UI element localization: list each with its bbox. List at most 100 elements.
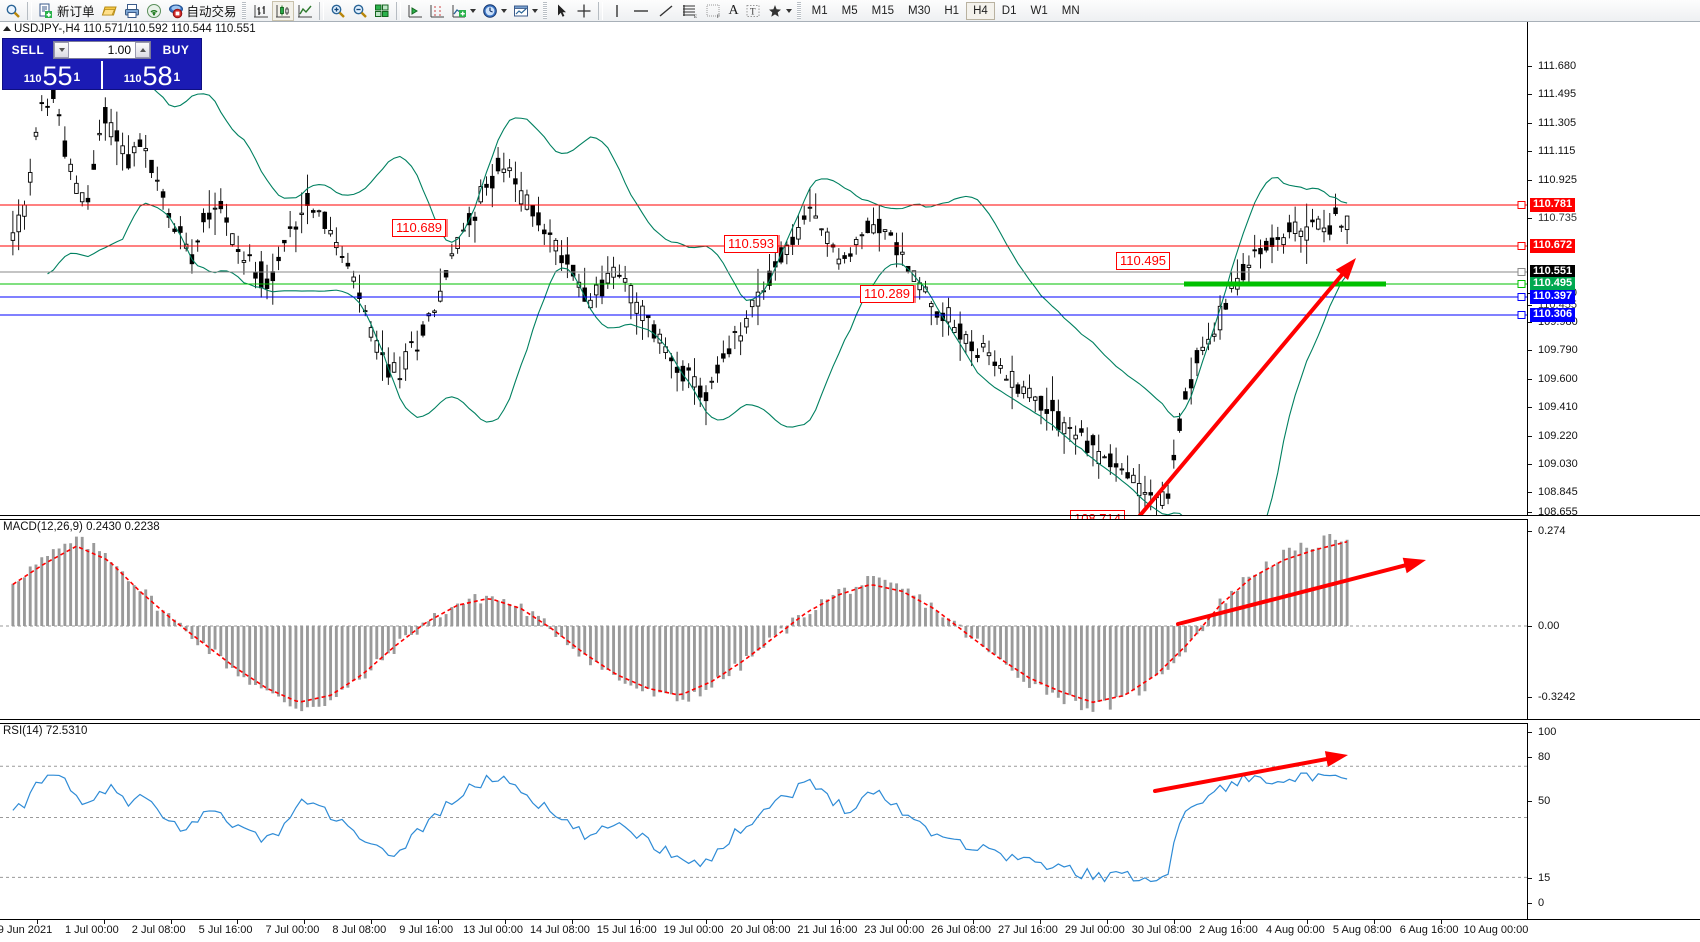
timeframe-m30[interactable]: M30 xyxy=(908,4,931,17)
time-axis-label: 15 Jul 16:00 xyxy=(596,924,657,936)
chevron-down-icon[interactable] xyxy=(785,8,792,13)
main-toolbar: 新订单 xyxy=(0,0,1700,22)
volume-value[interactable]: 1.00 xyxy=(69,42,135,58)
macd-plot[interactable] xyxy=(0,519,1527,720)
horizontal-line-icon[interactable] xyxy=(628,1,654,21)
shift-end-icon[interactable] xyxy=(404,1,426,21)
add-indicator-icon[interactable] xyxy=(448,1,479,21)
rsi-canvas xyxy=(0,751,1527,883)
timeframe-m15[interactable]: M15 xyxy=(871,4,894,17)
toolbar-separator-3 xyxy=(395,1,401,20)
timeframe-w1[interactable]: W1 xyxy=(1030,4,1048,17)
printer-icon[interactable] xyxy=(121,1,143,21)
volume-increment-button[interactable] xyxy=(135,42,150,58)
time-axis-tick xyxy=(839,920,841,924)
zoom-out-icon[interactable] xyxy=(349,1,371,21)
price-callout[interactable]: 110.689 xyxy=(392,219,447,237)
timeframe-h4[interactable]: H4 xyxy=(966,1,995,20)
toolbar-grip-3[interactable] xyxy=(796,2,801,19)
price-axis-tick: 109.790 xyxy=(1528,344,1578,356)
time-axis-tick xyxy=(906,920,908,924)
sell-label[interactable]: SELL xyxy=(11,43,45,57)
time-axis-label: 26 Jul 08:00 xyxy=(931,924,992,936)
price-pane[interactable]: USDJPY-,H4 110.571/110.592 110.544 110.5… xyxy=(0,22,1700,528)
volume-decrement-button[interactable] xyxy=(54,42,69,58)
channel-icon[interactable]: F xyxy=(702,1,726,21)
folder-icon[interactable] xyxy=(98,1,121,21)
time-axis-tick xyxy=(170,920,172,924)
chevron-down-icon[interactable] xyxy=(500,8,507,13)
price-level-tag[interactable]: 110.672 xyxy=(1530,239,1576,253)
time-axis-label: 6 Aug 16:00 xyxy=(1399,924,1459,936)
sell-price-prefix: 110 xyxy=(23,73,42,85)
toolbar-grip-1[interactable] xyxy=(241,2,246,19)
price-level-tag[interactable]: 110.306 xyxy=(1530,308,1576,322)
chevron-down-icon[interactable] xyxy=(531,8,538,13)
buy-label[interactable]: BUY xyxy=(162,43,190,57)
time-axis-label: 21 Jul 16:00 xyxy=(797,924,858,936)
timeframe-m1[interactable]: M1 xyxy=(811,4,828,17)
chart-window[interactable]: USDJPY-,H4 110.571/110.592 110.544 110.5… xyxy=(0,22,1700,942)
svg-text:E: E xyxy=(694,15,697,19)
candlestick-chart-icon[interactable] xyxy=(271,0,294,21)
rsi-axis[interactable]: 100 80 50 15 0 xyxy=(1527,723,1700,919)
line-chart-icon[interactable] xyxy=(294,1,316,21)
text-icon[interactable]: A xyxy=(728,2,739,18)
zoom-in-icon[interactable] xyxy=(327,1,349,21)
time-axis-tick xyxy=(705,920,707,924)
tile-windows-icon[interactable] xyxy=(371,1,393,21)
templates-icon[interactable] xyxy=(510,1,541,21)
timeframe-m5[interactable]: M5 xyxy=(841,4,858,17)
new-order-button[interactable]: 新订单 xyxy=(35,1,98,21)
price-level-tag[interactable]: 110.781 xyxy=(1530,198,1576,212)
cursor-icon[interactable] xyxy=(551,1,573,21)
toolbar-grip-2[interactable] xyxy=(542,2,547,19)
magnifier-icon[interactable] xyxy=(2,1,24,21)
chevron-down-icon[interactable] xyxy=(469,8,476,13)
time-axis[interactable]: 9 Jun 2021 1 Jul 00:00 2 Jul 08:00 5 Jul 16… xyxy=(0,919,1700,942)
sell-price-button[interactable]: 110 55 1 xyxy=(3,61,101,90)
price-level-tag[interactable]: 110.397 xyxy=(1530,290,1576,304)
period-clock-icon[interactable] xyxy=(479,1,510,21)
time-axis-tick xyxy=(1106,920,1108,924)
buy-price-big: 58 xyxy=(142,61,173,91)
shapes-icon[interactable] xyxy=(764,1,795,21)
price-callout[interactable]: 110.593 xyxy=(724,235,779,253)
price-axis-tick: 109.410 xyxy=(1528,401,1578,413)
grid-icon[interactable] xyxy=(426,1,448,21)
wifi-icon[interactable] xyxy=(143,1,165,21)
toolbar-separator-1 xyxy=(27,1,32,20)
bar-chart-icon[interactable] xyxy=(250,1,272,21)
text-label-icon[interactable]: T xyxy=(742,1,764,21)
price-callout[interactable]: 110.495 xyxy=(1116,252,1171,270)
sell-price-sup: 1 xyxy=(73,70,81,84)
macd-axis-tick: -0.3242 xyxy=(1528,691,1575,703)
rsi-header: RSI(14) 72.5310 xyxy=(3,725,88,737)
vertical-line-icon[interactable] xyxy=(606,1,628,21)
price-axis-tick: 109.220 xyxy=(1528,430,1578,442)
trendline-icon[interactable] xyxy=(654,1,678,21)
price-callout[interactable]: 110.289 xyxy=(860,285,915,303)
macd-axis-tick: 0.274 xyxy=(1528,525,1566,537)
price-plot[interactable] xyxy=(0,22,1527,516)
buy-price-button[interactable]: 110 58 1 xyxy=(101,61,201,91)
time-axis-label: 2 Aug 16:00 xyxy=(1199,924,1258,936)
crosshair-icon[interactable] xyxy=(573,1,595,21)
price-axis[interactable]: 111.680111.495111.305111.115110.925110.1… xyxy=(1527,22,1700,518)
one-click-trading-panel[interactable]: SELL 1.00 BUY 110 55 1 110 xyxy=(2,38,202,90)
fibonacci-icon[interactable]: E xyxy=(678,1,702,21)
rsi-pane[interactable]: RSI(14) 72.5310 100 80 50 15 0 xyxy=(0,723,1700,919)
price-level-tag[interactable]: 110.495 xyxy=(1530,277,1576,291)
chart-header: USDJPY-,H4 110.571/110.592 110.544 110.5… xyxy=(3,23,256,35)
timeframe-mn[interactable]: MN xyxy=(1061,4,1080,17)
timeframe-d1[interactable]: D1 xyxy=(1001,4,1017,17)
rsi-plot[interactable] xyxy=(0,723,1527,919)
autotrading-button[interactable]: 自动交易 xyxy=(165,1,240,21)
macd-axis[interactable]: 0.274 0.00 -0.3242 xyxy=(1527,519,1700,720)
price-level-tag[interactable]: 110.551 xyxy=(1530,265,1576,279)
macd-pane[interactable]: MACD(12,26,9) 0.2430 0.2238 0.274 0.00 -0.… xyxy=(0,519,1700,720)
time-axis-tick xyxy=(438,920,440,924)
timeframe-h1[interactable]: H1 xyxy=(944,4,960,17)
volume-stepper[interactable]: 1.00 xyxy=(53,41,151,59)
time-axis-tick xyxy=(36,920,38,924)
